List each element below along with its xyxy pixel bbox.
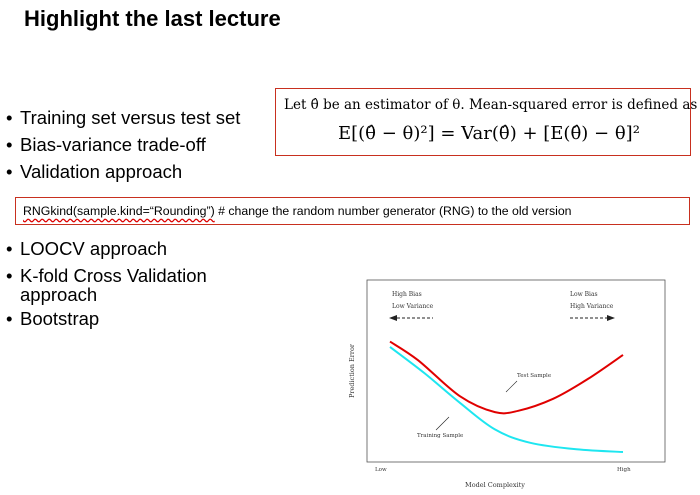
bias-variance-chart: High Bias Low Variance Low Bias High Var… xyxy=(345,278,695,493)
train-pointer-line xyxy=(435,416,450,431)
slide-title: Highlight the last lecture xyxy=(24,6,281,31)
test-error-curve xyxy=(389,340,624,415)
bullet-validation: Validation approach xyxy=(6,160,240,183)
x-axis-label: Model Complexity xyxy=(465,481,525,489)
bullet-kfold-line2: approach xyxy=(20,284,98,305)
test-pointer-line xyxy=(505,380,518,393)
label-high-variance: High Variance xyxy=(570,303,614,310)
rng-code-box: RNGkind(sample.kind=“Rounding”) # change… xyxy=(15,197,690,225)
mse-formula-box: Let θ̂ be an estimator of θ. Mean-square… xyxy=(275,88,697,156)
label-high-bias: High Bias xyxy=(392,291,422,298)
label-low-variance: Low Variance xyxy=(392,303,434,310)
bullet-training-test: Training set versus test set xyxy=(6,106,240,129)
rng-code: RNGkind(sample.kind=“Rounding”) xyxy=(23,204,215,218)
bullet-list-bottom: LOOCV approach K-fold Cross Validationap… xyxy=(6,237,207,334)
bullet-bootstrap: Bootstrap xyxy=(6,307,207,330)
y-axis-label: Prediction Error xyxy=(348,343,356,398)
chart-frame xyxy=(366,279,666,463)
label-test-sample: Test Sample xyxy=(517,373,551,379)
mse-equation: E[(θ̂ − θ)²] = Var(θ̂) + [E(θ̂) − θ]² xyxy=(338,123,640,144)
bullet-loocv: LOOCV approach xyxy=(6,237,207,260)
arrow-left-head xyxy=(389,315,397,321)
arrow-right-head xyxy=(607,315,615,321)
bullet-bias-variance: Bias-variance trade-off xyxy=(6,133,240,156)
rng-comment: # change the random number generator (RN… xyxy=(214,204,572,218)
bullet-kfold-line1: K-fold Cross Validation xyxy=(20,265,207,286)
x-tick-low: Low xyxy=(375,467,387,473)
bullet-list-top: Training set versus test set Bias-varian… xyxy=(6,106,240,187)
chart-svg: High Bias Low Variance Low Bias High Var… xyxy=(348,279,666,489)
x-tick-high: High xyxy=(617,467,631,473)
mse-definition-text: Let θ̂ be an estimator of θ. Mean-square… xyxy=(284,97,698,113)
label-low-bias: Low Bias xyxy=(570,291,598,298)
training-error-curve xyxy=(389,346,624,453)
series-layer xyxy=(389,340,624,453)
label-training-sample: Training Sample xyxy=(417,433,463,439)
